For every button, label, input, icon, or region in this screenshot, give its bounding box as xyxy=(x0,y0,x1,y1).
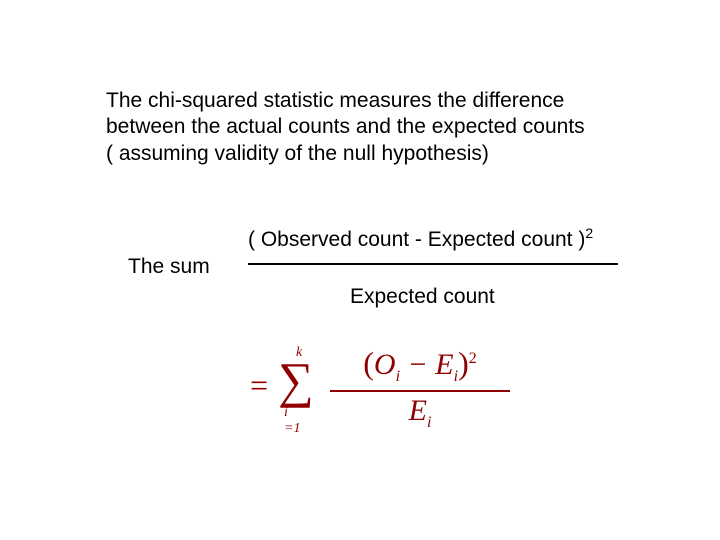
minus-sign: − xyxy=(400,348,435,381)
var-E-den-subscript: i xyxy=(427,414,431,431)
sum-label: The sum xyxy=(128,255,210,279)
var-E-den: E xyxy=(409,394,427,427)
var-E-num: E xyxy=(435,348,453,381)
sigma-lower-limit: i =1 xyxy=(284,405,300,437)
formula-denominator: Ei xyxy=(330,394,510,432)
formula-fraction: (Oi − Ei)2 Ei xyxy=(330,345,510,432)
numerator-power: 2 xyxy=(585,225,593,241)
numerator-prefix: ( Observed count - Expected count ) xyxy=(248,228,585,251)
var-O: O xyxy=(374,348,396,381)
formula-numerator: (Oi − Ei)2 xyxy=(330,345,510,386)
intro-paragraph: The chi-squared statistic measures the d… xyxy=(106,88,596,167)
squared-power: 2 xyxy=(469,350,477,367)
close-paren: ) xyxy=(458,345,469,381)
text-fraction-bar xyxy=(248,263,618,265)
sigma-upper-limit: k xyxy=(296,345,302,361)
text-fraction-numerator: ( Observed count - Expected count )2 xyxy=(248,225,593,252)
sigma-symbol: ∑ xyxy=(278,355,314,405)
equals-sign: = xyxy=(248,367,270,404)
open-paren: ( xyxy=(363,345,374,381)
formula-fraction-bar xyxy=(330,390,510,392)
text-fraction-denominator: Expected count xyxy=(350,285,495,309)
